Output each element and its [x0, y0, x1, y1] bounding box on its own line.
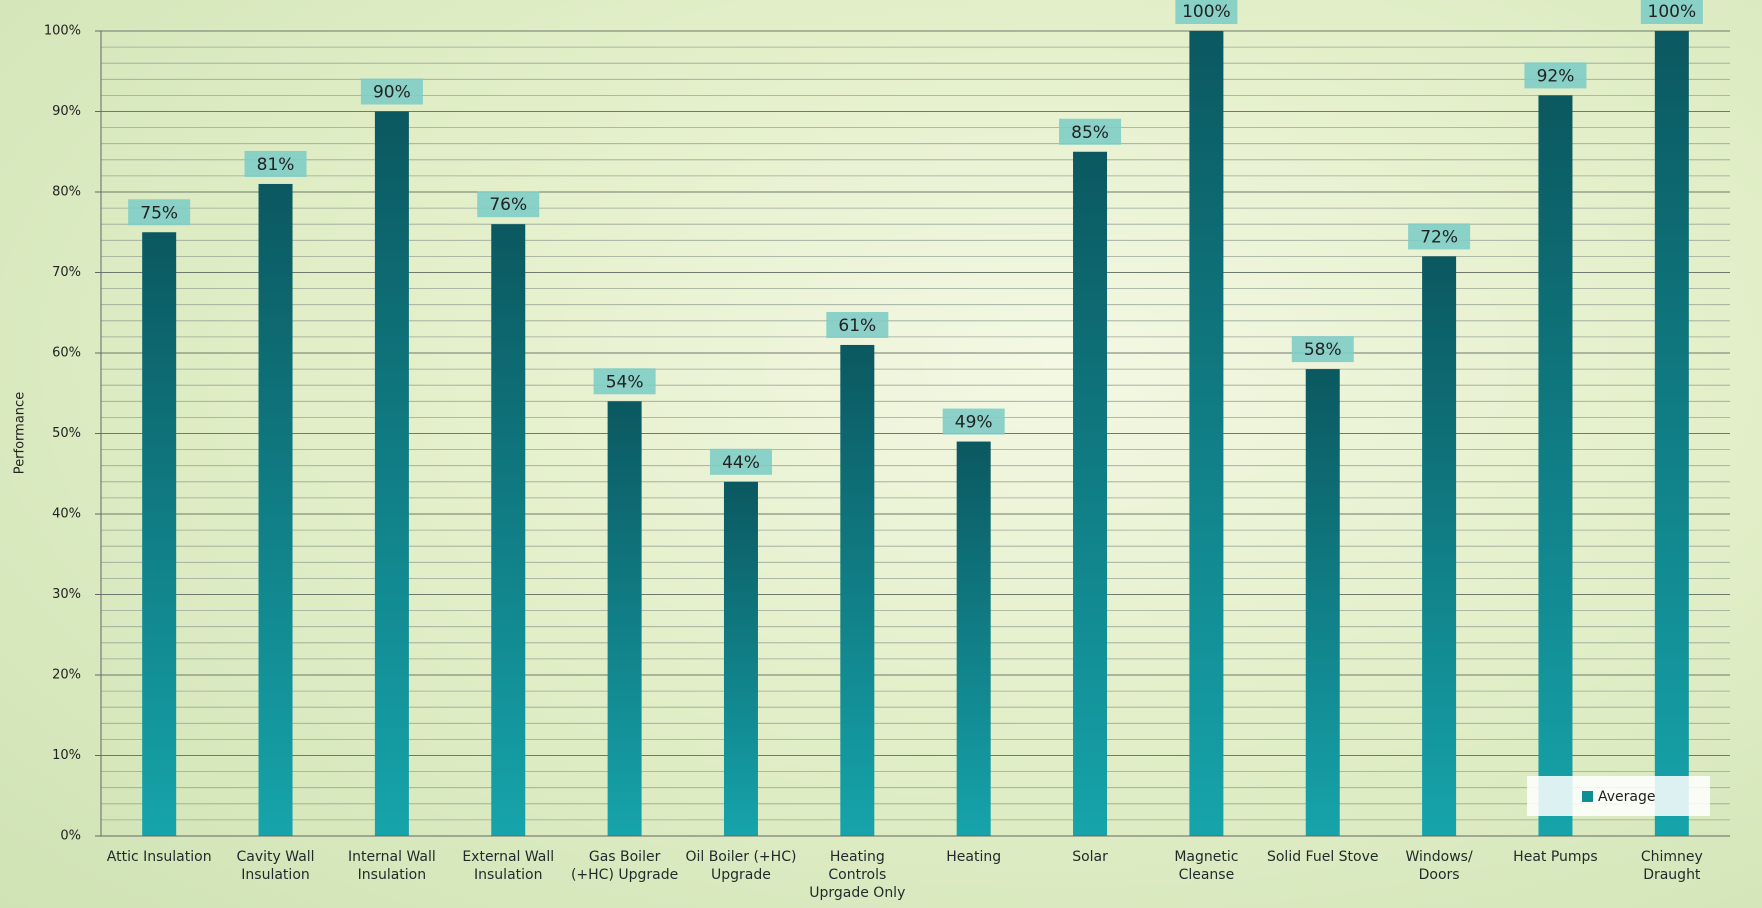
bar — [724, 482, 758, 836]
value-label: 75% — [140, 203, 178, 223]
y-tick-label: 70% — [52, 265, 81, 280]
value-label: 90% — [373, 83, 411, 103]
x-tick-label: Solid Fuel Stove — [1267, 848, 1379, 866]
value-label: 100% — [1648, 2, 1697, 22]
value-label: 49% — [955, 413, 993, 433]
y-tick-label: 20% — [52, 668, 81, 683]
chart: Performance 0% 10% 20% 30% 40% 50% 60% 70% 80% 90… — [0, 0, 1762, 908]
y-tick-label: 100% — [44, 24, 81, 39]
x-tick-label: Attic Insulation — [103, 848, 215, 866]
x-tick-label: Solar — [1034, 848, 1146, 866]
x-tick-label: Oil Boiler (+HC) Upgrade — [685, 848, 797, 884]
value-label: 92% — [1537, 66, 1575, 86]
value-label: 44% — [722, 453, 760, 473]
value-label: 58% — [1304, 340, 1342, 360]
bar — [259, 184, 293, 836]
bar — [608, 401, 642, 836]
bar — [1306, 369, 1340, 836]
x-tick-label: Heating Controls Uprgade Only — [801, 848, 913, 902]
value-label: 72% — [1420, 227, 1458, 247]
legend-label: Average — [1598, 789, 1656, 805]
x-tick-label: External Wall Insulation — [452, 848, 564, 884]
value-label: 76% — [489, 195, 527, 215]
x-tick-label: Gas Boiler (+HC) Upgrade — [569, 848, 681, 884]
value-label: 85% — [1071, 123, 1109, 143]
bar — [1422, 256, 1456, 836]
y-tick-label: 50% — [52, 426, 81, 441]
value-label: 81% — [257, 155, 295, 175]
legend-swatch — [1582, 791, 1593, 802]
x-tick-label: Magnetic Cleanse — [1150, 848, 1262, 884]
value-label: 54% — [606, 372, 644, 392]
bar — [1073, 152, 1107, 836]
x-tick-label: Windows/ Doors — [1383, 848, 1495, 884]
bar — [840, 345, 874, 836]
bar — [375, 112, 409, 837]
y-axis-label: Performance — [13, 392, 28, 474]
x-tick-label: Heat Pumps — [1499, 848, 1611, 866]
bar — [957, 442, 991, 836]
y-tick-label: 0% — [60, 829, 81, 844]
value-label: 61% — [838, 316, 876, 336]
bar — [1189, 31, 1223, 836]
y-tick-label: 90% — [52, 104, 81, 119]
bar — [491, 224, 525, 836]
bar — [1538, 95, 1572, 836]
y-tick-label: 10% — [52, 748, 81, 763]
x-tick-label: Heating — [918, 848, 1030, 866]
page: {"chart_data": {"type": "bar", "y_label"… — [0, 0, 1762, 908]
bar — [1655, 31, 1689, 836]
value-label: 100% — [1182, 2, 1231, 22]
x-tick-label: Chimney Draught — [1616, 848, 1728, 884]
y-tick-label: 80% — [52, 185, 81, 200]
y-tick-label: 40% — [52, 507, 81, 522]
x-tick-label: Internal Wall Insulation — [336, 848, 448, 884]
y-tick-label: 60% — [52, 346, 81, 361]
x-tick-label: Cavity Wall Insulation — [220, 848, 332, 884]
y-tick-label: 30% — [52, 587, 81, 602]
bar — [142, 232, 176, 836]
